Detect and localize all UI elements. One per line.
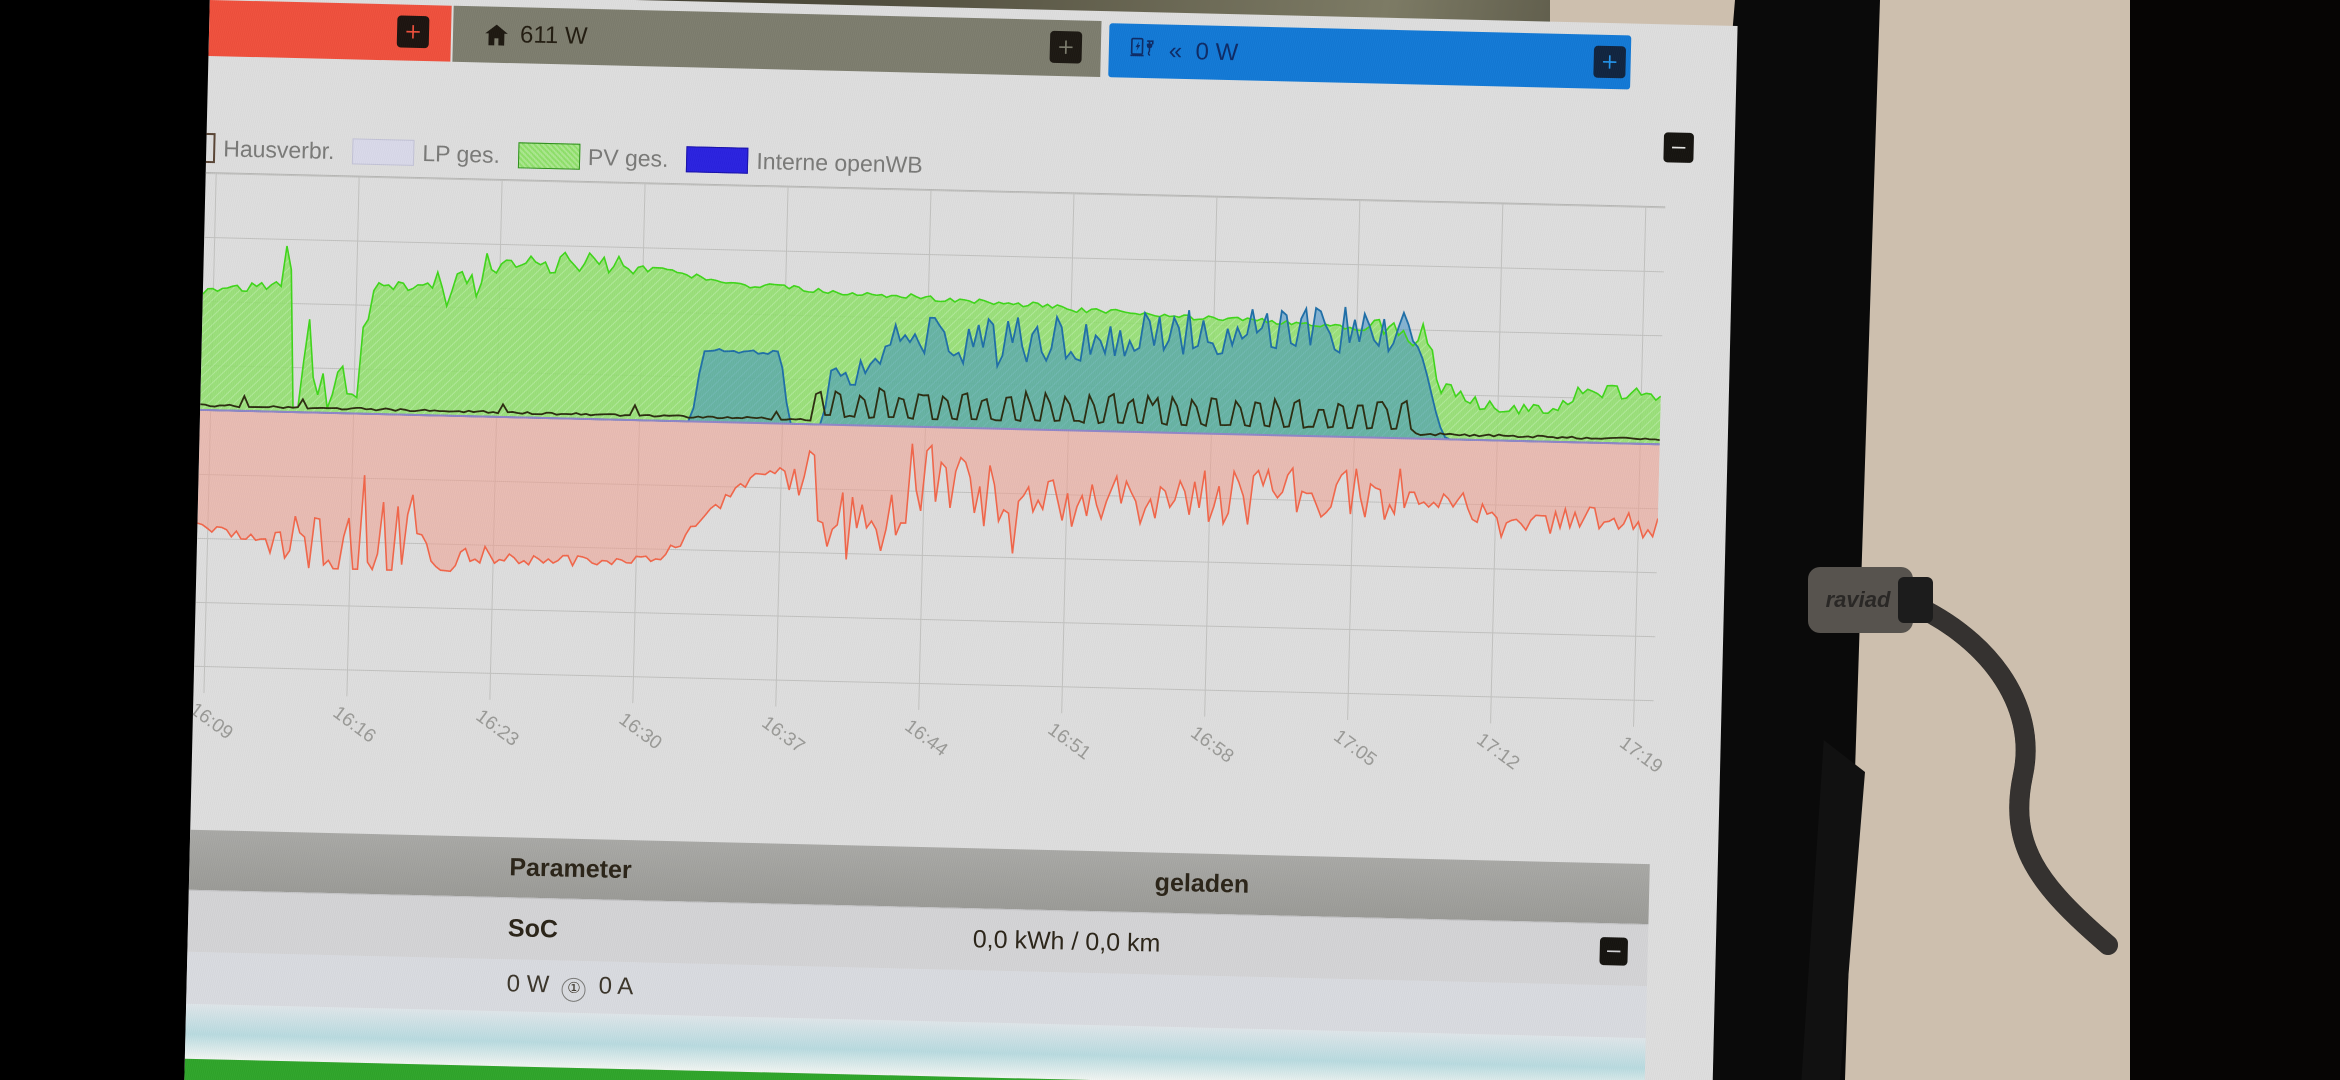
svg-text:raviad: raviad bbox=[1826, 587, 1891, 612]
